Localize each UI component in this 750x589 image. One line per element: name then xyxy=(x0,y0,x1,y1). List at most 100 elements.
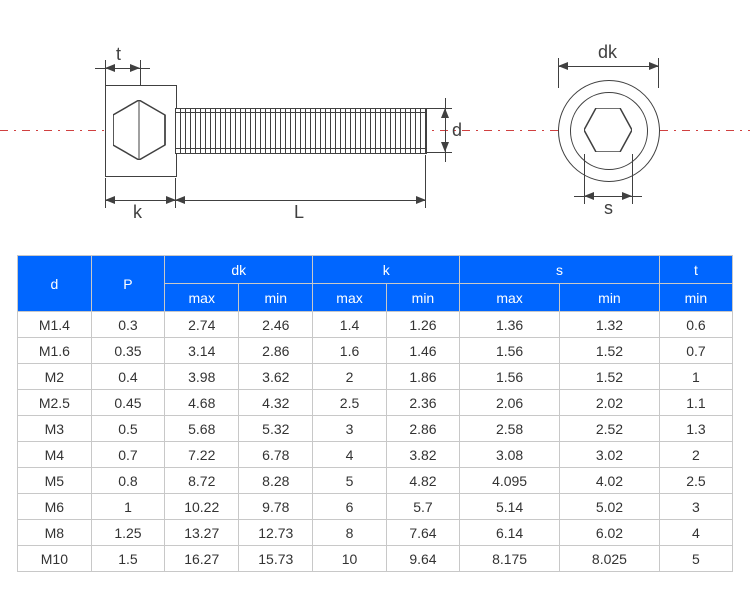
dimensions-table: d P dk k s t max min max min max min min… xyxy=(17,255,733,572)
table-cell: 1.6 xyxy=(313,338,386,364)
table-cell: 2.52 xyxy=(560,416,660,442)
table-cell: M5 xyxy=(18,468,92,494)
table-cell: 0.5 xyxy=(91,416,164,442)
table-cell: 5.14 xyxy=(460,494,560,520)
table-cell: 0.3 xyxy=(91,312,164,338)
subheader-max: max xyxy=(460,284,560,312)
subheader-max: max xyxy=(165,284,239,312)
ext-line xyxy=(427,152,452,153)
dim-label-d: d xyxy=(452,120,462,141)
table-cell: 5.7 xyxy=(386,494,459,520)
table-cell: 1.52 xyxy=(560,364,660,390)
table-cell: 2.74 xyxy=(165,312,239,338)
table-cell: 1.36 xyxy=(460,312,560,338)
table-cell: 2.86 xyxy=(386,416,459,442)
table-cell: M2.5 xyxy=(18,390,92,416)
arrow-icon xyxy=(649,62,659,70)
table-cell: 6.02 xyxy=(560,520,660,546)
technical-diagram: t k L d dk s xyxy=(0,0,750,240)
table-cell: 1.56 xyxy=(460,364,560,390)
table-row: M40.77.226.7843.823.083.022 xyxy=(18,442,733,468)
table-row: M50.88.728.2854.824.0954.022.5 xyxy=(18,468,733,494)
dim-line xyxy=(558,66,659,67)
dim-label-k: k xyxy=(133,202,142,223)
dim-label-L: L xyxy=(294,202,304,223)
table-cell: 0.7 xyxy=(659,338,732,364)
thread-line-top xyxy=(175,112,425,113)
table-cell: 1.56 xyxy=(460,338,560,364)
table-cell: 2 xyxy=(659,442,732,468)
table-cell: 12.73 xyxy=(239,520,313,546)
dim-line xyxy=(175,200,426,201)
table-cell: M1.4 xyxy=(18,312,92,338)
table-cell: 5.68 xyxy=(165,416,239,442)
table-cell: 1.26 xyxy=(386,312,459,338)
dim-label-s: s xyxy=(604,198,613,219)
table-cell: 1.4 xyxy=(313,312,386,338)
table-cell: 1.5 xyxy=(91,546,164,572)
table-cell: 2.58 xyxy=(460,416,560,442)
subheader-min: min xyxy=(386,284,459,312)
table-row: M1.40.32.742.461.41.261.361.320.6 xyxy=(18,312,733,338)
table-cell: 8.175 xyxy=(460,546,560,572)
hex-socket-icon xyxy=(584,108,632,152)
arrow-icon xyxy=(130,64,140,72)
table-cell: M8 xyxy=(18,520,92,546)
table-cell: 9.78 xyxy=(239,494,313,520)
table-cell: 1.46 xyxy=(386,338,459,364)
table-cell: 0.7 xyxy=(91,442,164,468)
table-cell: 3.02 xyxy=(560,442,660,468)
table-cell: 10 xyxy=(313,546,386,572)
table-cell: 3.98 xyxy=(165,364,239,390)
table-cell: 2 xyxy=(313,364,386,390)
col-header-k: k xyxy=(313,256,460,284)
arrow-icon xyxy=(558,62,568,70)
table-cell: 5 xyxy=(313,468,386,494)
table-cell: M4 xyxy=(18,442,92,468)
table-row: M2.50.454.684.322.52.362.062.021.1 xyxy=(18,390,733,416)
table-cell: 8.025 xyxy=(560,546,660,572)
table-cell: 3.62 xyxy=(239,364,313,390)
table-header-row-1: d P dk k s t xyxy=(18,256,733,284)
table-cell: 3.82 xyxy=(386,442,459,468)
table-row: M101.516.2715.73109.648.1758.0255 xyxy=(18,546,733,572)
table-cell: 1 xyxy=(659,364,732,390)
table-cell: 0.35 xyxy=(91,338,164,364)
subheader-max: max xyxy=(313,284,386,312)
table-row: M1.60.353.142.861.61.461.561.520.7 xyxy=(18,338,733,364)
col-header-P: P xyxy=(91,256,164,312)
col-header-dk: dk xyxy=(165,256,313,284)
table-cell: 4.82 xyxy=(386,468,459,494)
table-cell: 4.32 xyxy=(239,390,313,416)
table-cell: 0.45 xyxy=(91,390,164,416)
table-cell: M10 xyxy=(18,546,92,572)
table-cell: 4.02 xyxy=(560,468,660,494)
table-cell: 1.3 xyxy=(659,416,732,442)
table-cell: 0.6 xyxy=(659,312,732,338)
table-cell: 2.02 xyxy=(560,390,660,416)
table-cell: 16.27 xyxy=(165,546,239,572)
table-cell: 4 xyxy=(313,442,386,468)
table-cell: 2.5 xyxy=(313,390,386,416)
table-cell: 0.8 xyxy=(91,468,164,494)
dim-line xyxy=(95,68,150,69)
arrow-icon xyxy=(105,196,115,204)
table-cell: 1 xyxy=(91,494,164,520)
table-cell: 9.64 xyxy=(386,546,459,572)
table-cell: 3.08 xyxy=(460,442,560,468)
arrow-icon xyxy=(105,64,115,72)
col-header-s: s xyxy=(460,256,660,284)
table-cell: M3 xyxy=(18,416,92,442)
arrow-icon xyxy=(441,142,449,152)
table-cell: 4 xyxy=(659,520,732,546)
table-cell: 0.4 xyxy=(91,364,164,390)
table-cell: 2.86 xyxy=(239,338,313,364)
table-cell: 1.52 xyxy=(560,338,660,364)
table-cell: M1.6 xyxy=(18,338,92,364)
subheader-min: min xyxy=(659,284,732,312)
table-cell: 1.1 xyxy=(659,390,732,416)
table-row: M81.2513.2712.7387.646.146.024 xyxy=(18,520,733,546)
table-cell: 1.86 xyxy=(386,364,459,390)
table-cell: 4.68 xyxy=(165,390,239,416)
table-cell: 7.22 xyxy=(165,442,239,468)
